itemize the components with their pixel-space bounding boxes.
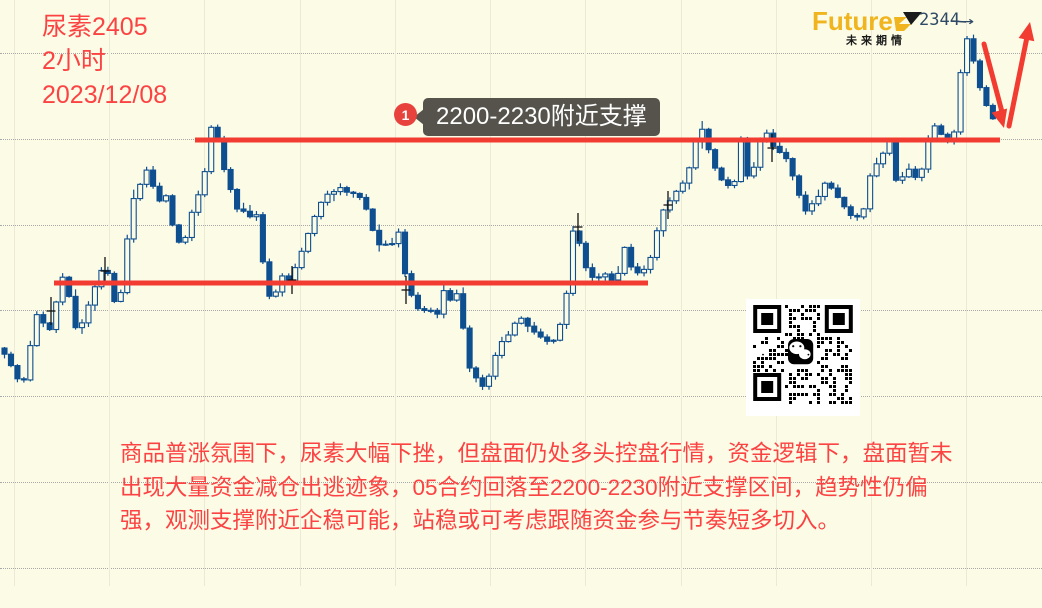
v-separator bbox=[490, 0, 491, 586]
h-gridline bbox=[0, 225, 1042, 226]
wechat-qr-icon bbox=[750, 303, 856, 407]
v-separator bbox=[300, 0, 301, 586]
high-price-label: 2344 → bbox=[919, 10, 975, 30]
h-gridline bbox=[0, 568, 1042, 569]
high-price-value: 2344 bbox=[919, 10, 960, 30]
h-gridline bbox=[0, 396, 1042, 397]
instrument-name: 尿素2405 bbox=[42, 13, 148, 41]
h-gridline bbox=[0, 53, 1042, 54]
v-separator bbox=[109, 0, 110, 586]
support-annotation-bubble: 2200-2230附近支撑 bbox=[414, 98, 660, 136]
analysis-commentary: 商品普涨氛围下，尿素大幅下挫，但盘面仍处多头控盘行情，资金逻辑下，盘面暂未 出现… bbox=[120, 437, 953, 538]
commentary-line: 商品普涨氛围下，尿素大幅下挫，但盘面仍处多头控盘行情，资金逻辑下，盘面暂未 bbox=[120, 441, 953, 466]
brand-logo-text: Future bbox=[812, 6, 893, 36]
right-arrow-icon: → bbox=[959, 10, 975, 30]
commentary-line: 强，观测支撑附近企稳可能，站稳或可考虑跟随资金参与节奏短多切入。 bbox=[120, 508, 841, 534]
v-separator bbox=[776, 0, 777, 586]
brand-logo: Future bbox=[812, 8, 924, 34]
brand-tagline: 未来期情 bbox=[846, 35, 906, 47]
v-separator bbox=[585, 0, 586, 586]
annotation-number-badge: 1 bbox=[394, 103, 417, 126]
v-separator bbox=[871, 0, 872, 586]
commentary-line: 出现大量资金减仓出逃迹象，05合约回落至2200-2230附近支撑区间，趋势性仍… bbox=[120, 474, 928, 500]
v-separator bbox=[395, 0, 396, 586]
v-separator bbox=[14, 0, 15, 586]
v-separator bbox=[966, 0, 967, 586]
timeframe-label: 2小时 bbox=[42, 47, 106, 75]
v-separator bbox=[204, 0, 205, 586]
h-gridline bbox=[0, 310, 1042, 311]
date-label: 2023/12/08 bbox=[42, 81, 168, 109]
h-gridline bbox=[0, 482, 1042, 483]
qr-code bbox=[746, 299, 860, 416]
chart-title-block: 尿素2405 2小时 2023/12/08 bbox=[42, 10, 167, 112]
v-separator bbox=[681, 0, 682, 586]
brand-logo-icon bbox=[893, 12, 922, 31]
